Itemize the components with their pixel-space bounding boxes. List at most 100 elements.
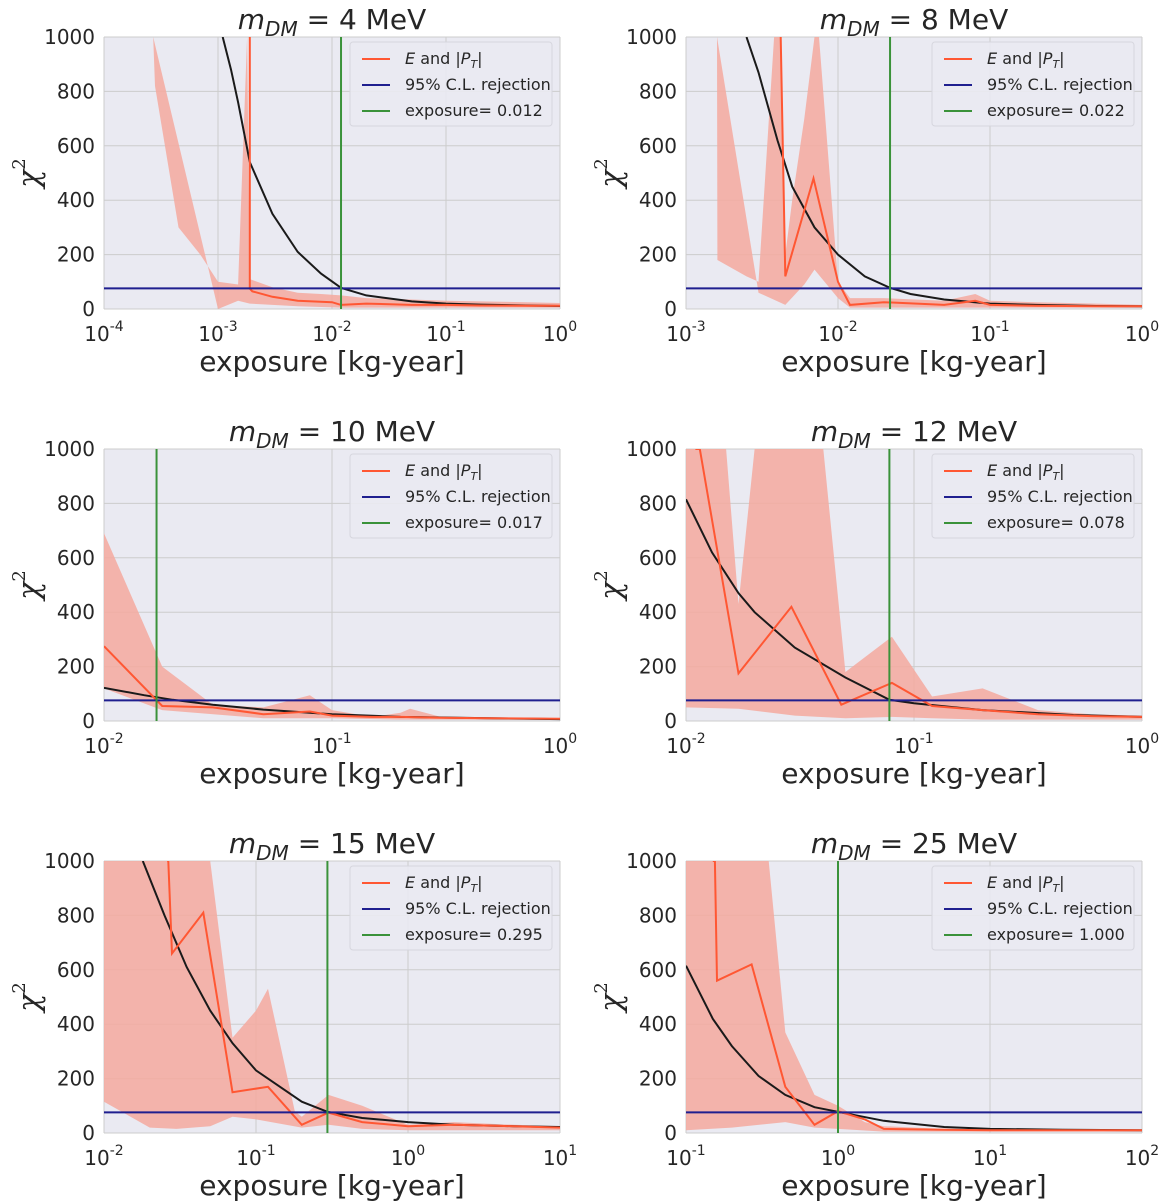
plot-series [104, 449, 560, 721]
plot-series [104, 861, 560, 1133]
chi2-series-line [712, 861, 1142, 1132]
legend-frame [349, 453, 553, 539]
chart-title: mDM = 15 MeV [229, 827, 435, 865]
y-tick-label: 1000 [626, 849, 677, 873]
x-tick-label: 100 [821, 1143, 855, 1170]
uncertainty-band [717, 37, 1142, 308]
x-tick-label: 10-1 [312, 731, 351, 758]
legend-frame [931, 865, 1135, 951]
legend-label: 95% C.L. rejection [987, 487, 1133, 506]
legend: E and |PT| 95% C.L. rejection exposure= 0.… [349, 453, 553, 539]
x-tick-label: 10-1 [970, 319, 1009, 346]
y-tick-label: 800 [57, 79, 95, 103]
chi2-series-line [779, 37, 1142, 308]
y-tick-label: 1000 [44, 25, 95, 49]
x-tick-label: 100 [543, 731, 577, 758]
legend-label: 95% C.L. rejection [405, 75, 551, 94]
y-axis-label: χ2 [9, 570, 47, 602]
legend-label: E and |PT| [405, 873, 483, 895]
y-axis-label: χ2 [9, 982, 47, 1014]
uncertainty-band [104, 861, 560, 1131]
y-tick-label: 200 [57, 1067, 95, 1091]
chart-title: mDM = 8 MeV [820, 3, 1008, 41]
y-axis-label: χ2 [591, 982, 629, 1014]
x-tick-label: 10-3 [198, 319, 237, 346]
chart-panel-2: mDM = 8 MeV 0 200 400 600 800 1000 10-3 10-2 10-1… [591, 3, 1159, 378]
y-tick-label: 0 [82, 1121, 95, 1145]
plot-series [686, 37, 1142, 309]
x-tick-label: 10-2 [666, 731, 705, 758]
uncertainty-band [686, 861, 1142, 1132]
x-axis-label: exposure [kg-year] [781, 757, 1046, 790]
chart-title: mDM = 12 MeV [811, 415, 1017, 453]
y-tick-label: 1000 [44, 437, 95, 461]
y-tick-label: 0 [664, 1121, 677, 1145]
y-tick-label: 600 [57, 958, 95, 982]
legend-label: exposure= 0.017 [405, 513, 543, 532]
legend-label: 95% C.L. rejection [405, 899, 551, 918]
x-tick-label: 10-2 [84, 731, 123, 758]
y-tick-label: 800 [639, 903, 677, 927]
y-axis-label: χ2 [591, 158, 629, 190]
chart-panel-6: mDM = 25 MeV 0 200 400 600 800 1000 10-1 100 101 1… [591, 827, 1159, 1202]
y-tick-label: 200 [57, 243, 95, 267]
chart-panel-1: mDM = 4 MeV 0 200 400 600 800 1000 10-4 10-3 10-2… [9, 3, 577, 378]
x-tick-label: 100 [391, 1143, 425, 1170]
legend: E and |PT| 95% C.L. rejection exposure= 0.… [349, 41, 553, 127]
y-tick-label: 1000 [626, 25, 677, 49]
y-tick-label: 200 [639, 243, 677, 267]
y-tick-label: 1000 [44, 849, 95, 873]
x-tick-label: 100 [1125, 731, 1159, 758]
legend-label: exposure= 0.012 [405, 101, 543, 120]
y-tick-label: 800 [639, 79, 677, 103]
x-tick-label: 100 [1125, 319, 1159, 346]
x-axis-label: exposure [kg-year] [199, 757, 464, 790]
y-tick-label: 400 [639, 188, 677, 212]
legend: E and |PT| 95% C.L. rejection exposure= 0.… [349, 865, 553, 951]
x-tick-label: 10-4 [84, 319, 124, 346]
legend-label: E and |PT| [987, 461, 1065, 483]
legend: E and |PT| 95% C.L. rejection exposure= 0.… [931, 453, 1135, 539]
x-tick-label: 100 [543, 319, 577, 346]
chart-panel-5: mDM = 15 MeV 0 200 400 600 800 1000 10-2 10-1 100… [9, 827, 577, 1202]
chart-title: mDM = 4 MeV [238, 3, 426, 41]
y-tick-label: 0 [82, 709, 95, 733]
chi2-series-line [695, 449, 1142, 718]
legend-label: exposure= 0.078 [987, 513, 1125, 532]
y-tick-label: 1000 [626, 437, 677, 461]
y-tick-label: 400 [639, 600, 677, 624]
legend-frame [349, 41, 553, 127]
chart-panel-3: mDM = 10 MeV 0 200 400 600 800 1000 10-2 10-1 100… [9, 415, 577, 790]
y-tick-label: 400 [57, 600, 95, 624]
y-tick-label: 200 [639, 1067, 677, 1091]
legend: E and |PT| 95% C.L. rejection exposure= 1.… [931, 865, 1135, 951]
y-tick-label: 600 [57, 134, 95, 158]
x-tick-label: 10-2 [818, 319, 857, 346]
y-tick-label: 600 [57, 546, 95, 570]
x-tick-label: 102 [1125, 1143, 1159, 1170]
x-axis-label: exposure [kg-year] [199, 1169, 464, 1202]
legend-label: 95% C.L. rejection [405, 487, 551, 506]
y-tick-label: 600 [639, 546, 677, 570]
y-tick-label: 0 [664, 297, 677, 321]
y-tick-label: 800 [57, 903, 95, 927]
chart-panel-4: mDM = 12 MeV 0 200 400 600 800 1000 10-2 10-1 100… [591, 415, 1159, 790]
x-tick-label: 10-1 [666, 1143, 705, 1170]
x-tick-label: 10-2 [312, 319, 351, 346]
x-tick-label: 10-3 [666, 319, 705, 346]
y-tick-label: 0 [82, 297, 95, 321]
y-tick-label: 600 [639, 134, 677, 158]
legend-label: 95% C.L. rejection [987, 899, 1133, 918]
y-axis-label: χ2 [591, 570, 629, 602]
plot-series [686, 449, 1142, 721]
y-tick-label: 600 [639, 958, 677, 982]
legend-frame [349, 865, 553, 951]
x-tick-label: 101 [973, 1143, 1007, 1170]
x-axis-label: exposure [kg-year] [781, 345, 1046, 378]
chart-title: mDM = 10 MeV [229, 415, 435, 453]
x-axis-label: exposure [kg-year] [199, 345, 464, 378]
legend: E and |PT| 95% C.L. rejection exposure= 0.… [931, 41, 1135, 127]
y-tick-label: 400 [57, 188, 95, 212]
chi2-series-line [167, 861, 560, 1129]
y-tick-label: 400 [639, 1012, 677, 1036]
